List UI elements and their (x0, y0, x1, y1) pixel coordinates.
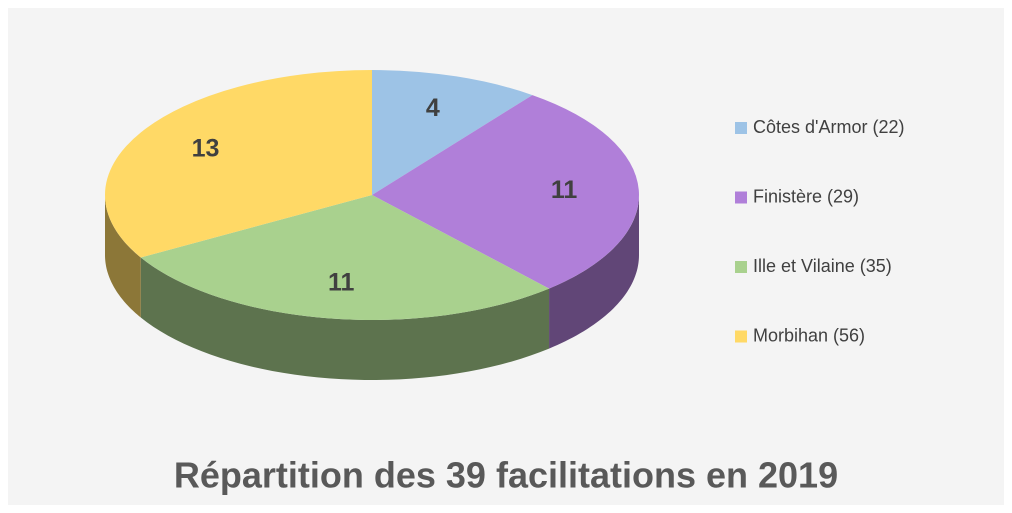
legend-label: Ille et Vilaine (35) (753, 256, 892, 276)
legend-label: Côtes d'Armor (22) (753, 117, 904, 137)
data-label: 11 (328, 268, 355, 296)
slice-side (140, 257, 550, 380)
chart-title: Répartition des 39 facilitations en 2019 (174, 455, 838, 496)
legend-label: Finistère (29) (753, 186, 859, 206)
legend-label: Morbihan (56) (753, 325, 865, 345)
slice (104, 70, 373, 258)
legend-swatch (735, 122, 747, 134)
data-label: 11 (551, 176, 578, 204)
legend-swatch (735, 330, 747, 343)
slice (140, 195, 550, 321)
slice-side (549, 195, 639, 349)
slice-side (105, 195, 141, 318)
data-label: 4 (426, 94, 440, 122)
data-label: 13 (192, 135, 220, 163)
slice (372, 95, 640, 289)
legend-swatch (735, 261, 747, 273)
slice (372, 70, 533, 195)
legend-swatch (735, 191, 747, 204)
